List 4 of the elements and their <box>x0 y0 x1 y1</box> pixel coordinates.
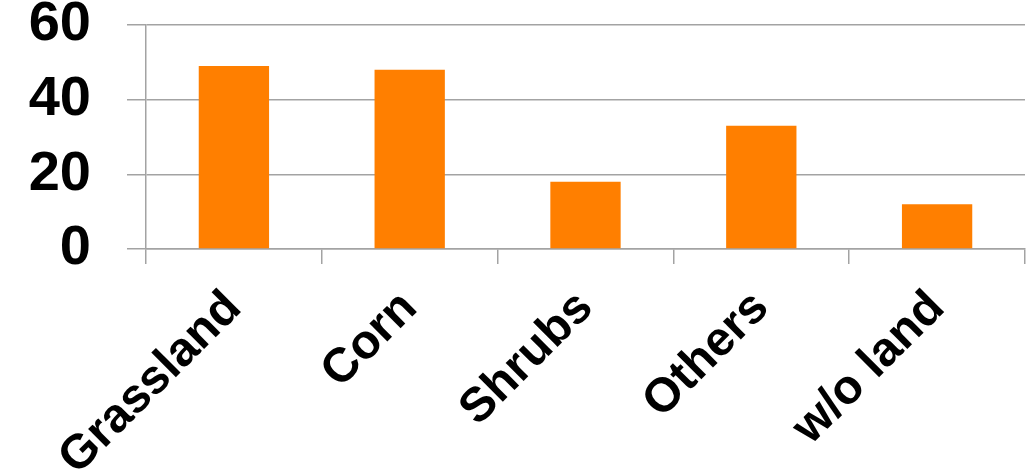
y-tick-label: 0 <box>59 213 91 277</box>
y-tick-label: 20 <box>28 138 91 202</box>
y-tick-label: 40 <box>28 64 91 128</box>
y-tick-label: 60 <box>28 0 91 53</box>
